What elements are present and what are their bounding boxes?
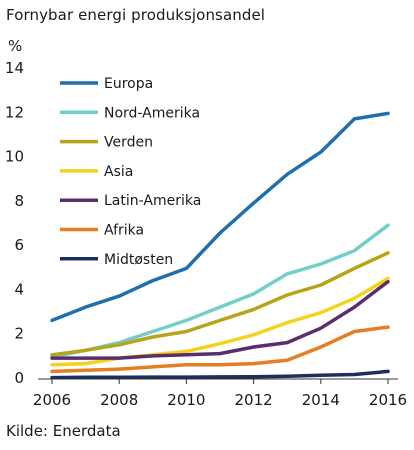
y-axis-unit: % bbox=[8, 37, 22, 55]
x-tick-label: 2006 bbox=[33, 391, 71, 409]
x-tick-label: 2016 bbox=[369, 391, 407, 409]
y-tick-label: 2 bbox=[14, 325, 24, 343]
legend-label: Latin-Amerika bbox=[104, 193, 201, 209]
x-tick-label: 2012 bbox=[235, 391, 273, 409]
x-tick-label: 2008 bbox=[100, 391, 138, 409]
series-lines bbox=[50, 111, 390, 380]
x-tick-label: 2010 bbox=[167, 391, 205, 409]
y-axis-ticks: 0 2 4 6 8 10 12 14 bbox=[5, 59, 24, 387]
y-tick-label: 14 bbox=[5, 59, 24, 77]
legend-label: Afrika bbox=[104, 223, 144, 239]
series-line-latin-amerika bbox=[50, 279, 390, 360]
y-tick-label: 6 bbox=[14, 236, 24, 254]
series-line-verden bbox=[50, 251, 390, 357]
y-tick-label: 0 bbox=[14, 369, 24, 387]
series-line-midt-sten bbox=[50, 369, 390, 380]
legend-label: Nord-Amerika bbox=[104, 105, 200, 121]
chart-title: Fornybar energi produksjonsandel bbox=[6, 6, 266, 24]
y-tick-label: 4 bbox=[14, 280, 24, 298]
series-line-europa bbox=[50, 111, 390, 323]
legend: Europa Nord-Amerika Verden Asia Latin-Amerik… bbox=[60, 76, 201, 268]
series-line-afrika bbox=[50, 325, 390, 374]
series-line-nord-amerika bbox=[50, 223, 390, 359]
y-tick-label: 10 bbox=[5, 148, 24, 166]
y-tick-label: 8 bbox=[14, 192, 24, 210]
legend-label: Europa bbox=[104, 76, 153, 92]
y-tick-label: 12 bbox=[5, 103, 24, 121]
x-tick-label: 2014 bbox=[302, 391, 340, 409]
legend-label: Midtøsten bbox=[104, 252, 173, 268]
x-axis-ticks: 2006 2008 2010 2012 2014 2016 bbox=[33, 379, 407, 409]
series-line-asia bbox=[50, 276, 390, 367]
legend-label: Asia bbox=[104, 164, 133, 180]
source-note: Kilde: Enerdata bbox=[6, 422, 121, 440]
legend-label: Verden bbox=[104, 135, 153, 151]
